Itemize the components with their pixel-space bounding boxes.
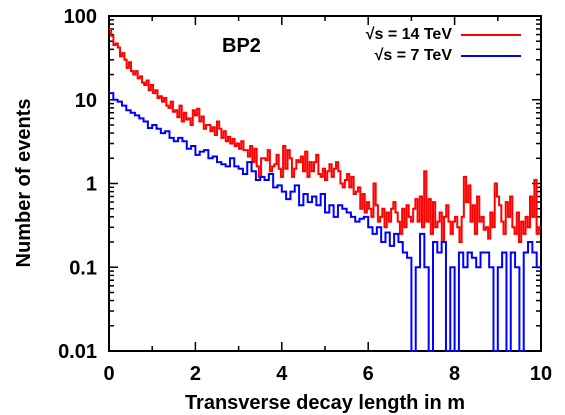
plot-frame	[108, 15, 542, 352]
legend-label-7tev: √s = 7 TeV	[375, 47, 453, 64]
x-tick-label: 4	[276, 363, 288, 385]
y-tick-label: 0.01	[58, 341, 97, 363]
y-axis-label: Number of events	[13, 99, 35, 268]
x-axis-label: Transverse decay length in m	[185, 392, 465, 414]
annotation-bp2: BP2	[222, 35, 261, 57]
x-tick-label: 0	[103, 363, 114, 385]
series-layer	[109, 27, 541, 352]
x-tick-label: 8	[449, 363, 460, 385]
y-tick-label: 10	[75, 90, 97, 112]
y-tick-label: 100	[64, 6, 97, 28]
tick-labels: 0 2 4 6 8 10 0.01 0.1 1 10 100	[58, 6, 552, 385]
x-tick-label: 10	[530, 363, 552, 385]
series-line-1	[109, 92, 541, 352]
x-tick-label: 6	[363, 363, 374, 385]
axis-ticks	[108, 16, 542, 352]
x-tick-label: 2	[190, 363, 201, 385]
y-tick-label: 0.1	[69, 257, 97, 279]
legend-label-14tev: √s = 14 TeV	[366, 26, 453, 43]
series-line-0	[109, 27, 541, 244]
y-tick-label: 1	[86, 174, 97, 196]
